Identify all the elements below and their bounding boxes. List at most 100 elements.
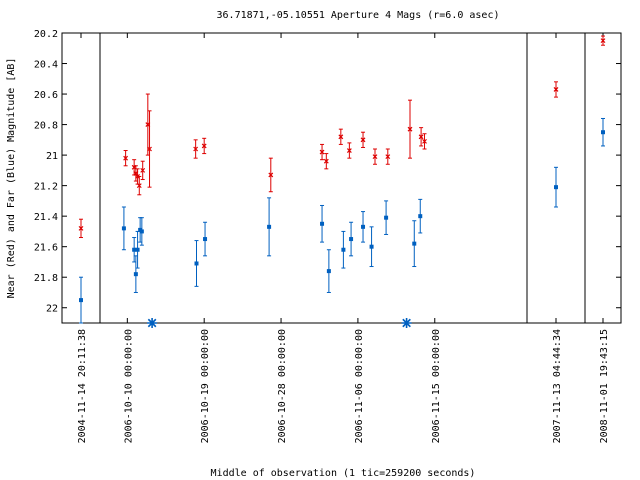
point-marker [600, 38, 606, 44]
series-near-red [78, 35, 606, 239]
data-point [338, 128, 344, 145]
x-tick-label: 2006-11-15 00:00:00 [431, 329, 442, 443]
data-point [418, 127, 424, 147]
data-point [320, 204, 325, 243]
point-marker [147, 146, 152, 152]
y-axis-label: Near (Red) and Far (Blue) Magnitude [AB] [6, 58, 17, 299]
point-marker [361, 224, 366, 229]
point-marker [268, 172, 274, 178]
point-marker [194, 261, 199, 266]
data-point [384, 200, 389, 235]
point-marker [132, 247, 137, 252]
asterisk-marker [401, 318, 412, 328]
data-point [349, 221, 354, 257]
data-point [346, 142, 352, 159]
data-point [418, 198, 423, 234]
point-marker [418, 134, 424, 140]
data-point [422, 133, 427, 150]
data-point [361, 211, 366, 243]
point-marker [418, 214, 423, 219]
x-tick-label: 2006-10-19 00:00:00 [200, 329, 211, 443]
data-point [369, 226, 374, 268]
y-tick-label: 20.8 [34, 121, 58, 132]
y-tick-label: 20.6 [34, 90, 58, 101]
x-tick-label: 2004-11-14 20:11:38 [77, 329, 88, 443]
data-point [79, 276, 83, 324]
point-marker [341, 247, 346, 252]
data-point [323, 153, 329, 170]
data-point [326, 249, 331, 293]
point-marker [372, 154, 378, 160]
y-axis-ticks: 20.2 20.4 20.6 20.8 21 21.2 21.4 21.6 21.8 22 [34, 29, 621, 315]
point-marker [136, 183, 142, 189]
y-tick-label: 21.4 [34, 212, 58, 223]
point-marker [135, 247, 140, 252]
point-marker [326, 269, 331, 274]
y-tick-label: 21.2 [34, 182, 58, 193]
data-point [147, 110, 152, 188]
x-tick-label: 2006-10-28 00:00:00 [277, 329, 288, 443]
point-marker [203, 237, 208, 242]
point-marker [121, 226, 126, 231]
data-point [341, 230, 346, 269]
y-tick-label: 20.2 [34, 29, 58, 40]
point-marker [346, 148, 352, 153]
data-point [78, 218, 84, 239]
point-marker [78, 225, 84, 231]
data-point [268, 157, 274, 193]
data-point [554, 166, 558, 208]
point-marker [384, 215, 389, 220]
point-marker [601, 130, 605, 135]
x-tick-label: 2007-11-13 04:44:34 [552, 329, 563, 443]
data-point [553, 81, 559, 98]
y-tick-label: 21 [46, 151, 58, 162]
x-tick-label: 2006-11-06 00:00:00 [354, 329, 365, 443]
point-marker [139, 229, 144, 234]
data-point [194, 240, 199, 287]
y-tick-label: 20.4 [34, 60, 58, 71]
point-marker [133, 272, 138, 277]
plot-frame [61, 32, 622, 324]
y-tick-label: 21.6 [34, 243, 58, 254]
data-point [203, 221, 208, 257]
point-marker [338, 134, 344, 140]
point-marker [360, 137, 366, 143]
x-axis-ticks: 2004-11-14 20:11:38 2006-10-10 00:00:00 20… [77, 33, 610, 443]
data-point [412, 220, 417, 268]
data-point [601, 117, 605, 147]
point-marker [319, 149, 325, 155]
data-point [372, 148, 378, 165]
bottom-markers [147, 318, 412, 328]
data-point [140, 160, 146, 181]
data-point [193, 139, 199, 159]
point-marker [422, 138, 427, 144]
point-marker [320, 221, 325, 226]
point-marker [369, 244, 374, 249]
x-tick-label: 2006-10-10 00:00:00 [123, 329, 134, 443]
data-point [123, 150, 129, 167]
point-marker [201, 143, 207, 149]
data-point [319, 143, 325, 161]
data-point [407, 99, 413, 159]
segment-dividers [99, 33, 586, 323]
series-far-blue [79, 117, 605, 324]
point-marker [554, 185, 558, 190]
point-marker [385, 154, 391, 160]
data-point [136, 175, 142, 196]
point-marker [323, 158, 329, 164]
data-point [201, 137, 207, 155]
asterisk-marker [147, 318, 158, 328]
data-point [121, 206, 126, 251]
data-point [267, 197, 272, 257]
x-tick-label: 2008-11-01 19:43:15 [599, 329, 610, 443]
chart-title: 36.71871,-05.10551 Aperture 4 Mags (r=6.… [217, 10, 500, 21]
x-axis-label: Middle of observation (1 tic=259200 seco… [211, 468, 476, 479]
point-marker [123, 155, 129, 161]
point-marker [267, 224, 272, 229]
point-marker [349, 237, 354, 242]
point-marker [553, 87, 559, 92]
y-tick-label: 21.8 [34, 273, 58, 284]
data-point [139, 217, 144, 246]
point-marker [407, 126, 413, 132]
